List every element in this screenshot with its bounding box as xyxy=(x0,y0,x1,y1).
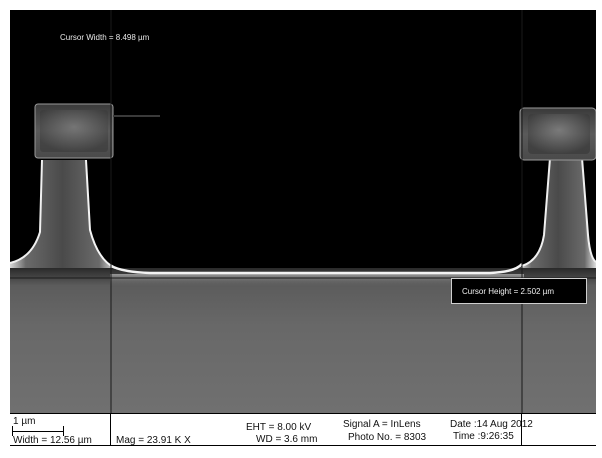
cursor-height-box: Cursor Height = 2.502 µm xyxy=(451,278,587,304)
scale-bar-label: 1 µm xyxy=(13,416,36,427)
scale-bar xyxy=(12,431,64,432)
sem-databar: 1 µm Width = 12.56 µm Mag = 23.91 K X EH… xyxy=(10,413,596,446)
signal-value: Signal A = InLens xyxy=(343,419,421,430)
photo-number-value: Photo No. = 8303 xyxy=(348,432,427,443)
scale-bar-tick-right xyxy=(63,426,64,436)
time-value: Time :9:26:35 xyxy=(453,431,514,442)
cursor-width-readout: Cursor Width = 8.498 µm xyxy=(60,33,150,42)
cursor-height-readout: Cursor Height = 2.502 µm xyxy=(462,287,554,296)
left-pillar xyxy=(10,160,115,268)
magnification-value: Mag = 23.91 K X xyxy=(116,435,191,446)
date-value: Date :14 Aug 2012 xyxy=(450,419,533,430)
trench-edge xyxy=(109,263,523,275)
eht-value: EHT = 8.00 kV xyxy=(246,422,312,433)
right-pillar xyxy=(520,158,596,268)
image-width-value: Width = 12.56 µm xyxy=(13,435,92,446)
databar-divider xyxy=(521,414,522,445)
sem-micrograph xyxy=(10,10,596,413)
working-distance-value: WD = 3.6 mm xyxy=(256,434,318,445)
databar-divider xyxy=(110,414,111,445)
sem-image xyxy=(10,10,596,413)
